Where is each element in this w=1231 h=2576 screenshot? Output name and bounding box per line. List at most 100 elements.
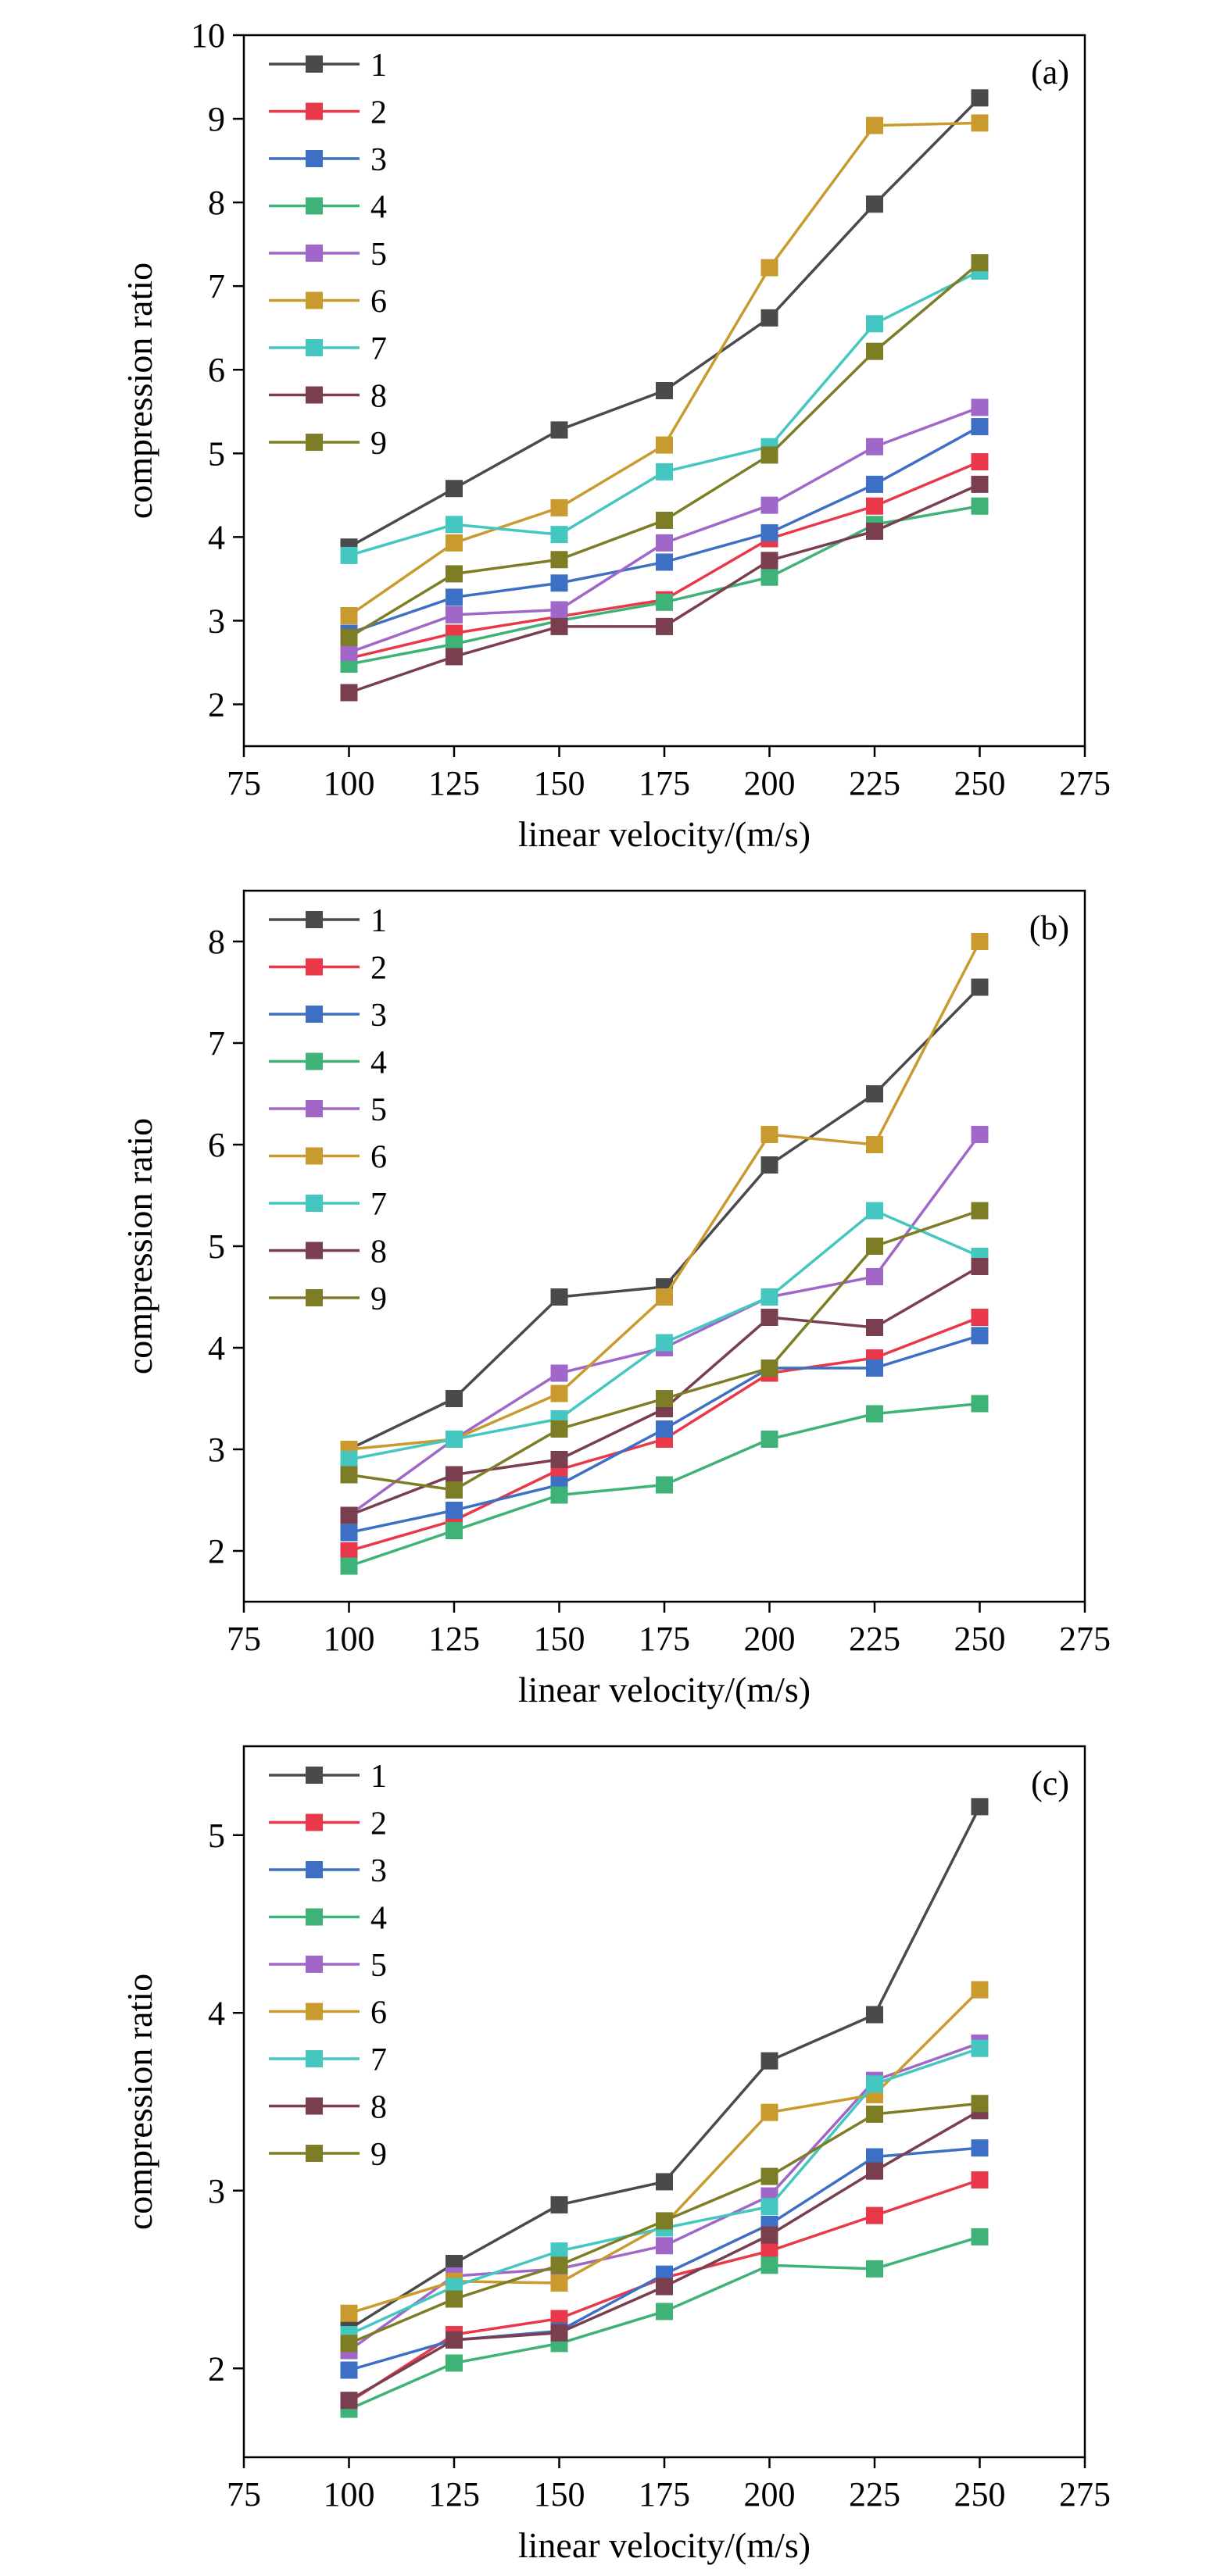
y-axis-title: compression ratio — [120, 1974, 159, 2230]
legend-label: 8 — [370, 2090, 387, 2126]
legend-marker — [306, 1908, 323, 1926]
chart-panel-a: 75 100 125 150 175 200 225 250 2752345678910line… — [120, 16, 1111, 854]
data-point — [971, 1981, 989, 1999]
series-3 — [340, 1327, 989, 1542]
data-point — [866, 2075, 883, 2093]
x-tick-label: 275 — [1059, 2475, 1111, 2513]
series-3 — [340, 418, 989, 642]
data-point — [656, 2173, 673, 2191]
x-tick-label: 200 — [744, 1620, 796, 1658]
data-point — [656, 2303, 673, 2321]
data-point — [340, 1542, 358, 1560]
data-point — [446, 1502, 463, 1519]
legend-item-3: 3 — [269, 142, 387, 178]
data-point — [760, 496, 778, 514]
legend-label: 2 — [370, 95, 387, 131]
legend-label: 7 — [370, 2042, 387, 2078]
data-point — [760, 446, 778, 464]
data-point — [550, 1364, 568, 1382]
series-9 — [340, 254, 989, 646]
data-point — [866, 1359, 883, 1377]
y-tick-label: 3 — [208, 2172, 225, 2210]
legend-label: 8 — [370, 379, 387, 415]
data-point — [550, 1384, 568, 1402]
series-9 — [340, 1202, 989, 1499]
legend-item-2: 2 — [269, 1806, 387, 1842]
legend: 1 2 3 4 5 6 7 8 9 — [269, 48, 387, 462]
legend-item-9: 9 — [269, 1281, 387, 1317]
data-point — [656, 1390, 673, 1407]
data-point — [446, 516, 463, 534]
data-point — [550, 2256, 568, 2274]
data-point — [446, 1431, 463, 1448]
legend-item-8: 8 — [269, 379, 387, 415]
x-tick-label: 275 — [1059, 764, 1111, 802]
data-point — [656, 553, 673, 571]
data-point — [760, 2242, 778, 2260]
x-tick-label: 150 — [534, 764, 585, 802]
legend-label: 6 — [370, 1140, 387, 1176]
data-point — [340, 2392, 358, 2410]
data-point — [866, 2105, 883, 2123]
chart-panel-b: 75 100 125 150 175 200 225 250 2752345678linear … — [120, 889, 1111, 1710]
legend-label: 5 — [370, 1948, 387, 1984]
data-point — [340, 1557, 358, 1575]
y-tick-label: 2 — [208, 2349, 225, 2388]
data-point — [760, 309, 778, 327]
x-tick-label: 200 — [744, 2475, 796, 2513]
data-point — [340, 2361, 358, 2379]
x-tick-label: 125 — [428, 1620, 480, 1658]
legend-item-9: 9 — [269, 2137, 387, 2173]
x-tick-label: 225 — [849, 2475, 900, 2513]
y-tick-label: 5 — [208, 434, 225, 473]
legend-item-5: 5 — [269, 1948, 387, 1984]
x-tick-label: 100 — [324, 764, 375, 802]
series-1 — [340, 1798, 989, 2338]
data-point — [340, 684, 358, 702]
legend-marker — [306, 150, 323, 167]
legend-marker — [306, 434, 323, 451]
data-point — [760, 1126, 778, 1143]
x-tick-label: 250 — [954, 1620, 1006, 1658]
legend-item-7: 7 — [269, 331, 387, 367]
legend-marker — [306, 1813, 323, 1831]
y-tick-label: 4 — [208, 518, 225, 556]
legend-item-6: 6 — [269, 284, 387, 320]
data-point — [656, 593, 673, 611]
y-tick-label: 6 — [208, 351, 225, 389]
data-point — [656, 511, 673, 529]
data-point — [446, 2331, 463, 2349]
legend-label: 2 — [370, 951, 387, 987]
series-9 — [340, 2095, 989, 2353]
x-tick-label: 100 — [324, 1620, 375, 1658]
data-point — [971, 978, 989, 996]
y-tick-label: 3 — [208, 602, 225, 640]
data-point — [866, 522, 883, 540]
data-point — [446, 1481, 463, 1499]
legend-item-1: 1 — [269, 1759, 387, 1795]
x-tick-label: 100 — [324, 2475, 375, 2513]
legend-marker — [306, 1100, 323, 1117]
data-point — [550, 526, 568, 544]
legend-label: 3 — [370, 998, 387, 1034]
x-tick-label: 175 — [639, 764, 690, 802]
legend-item-9: 9 — [269, 426, 387, 462]
data-point — [656, 1420, 673, 1438]
data-point — [550, 1486, 568, 1504]
data-point — [866, 1085, 883, 1102]
legend-marker — [306, 2003, 323, 2020]
x-tick-label: 275 — [1059, 1620, 1111, 1658]
y-tick-label: 3 — [208, 1431, 225, 1469]
legend-item-8: 8 — [269, 1234, 387, 1270]
data-point — [971, 1258, 989, 1275]
data-point — [446, 1390, 463, 1407]
y-tick-label: 6 — [208, 1126, 225, 1164]
x-tick-label: 225 — [849, 764, 900, 802]
data-point — [760, 2256, 778, 2274]
series-8 — [340, 2102, 989, 2410]
legend-label: 9 — [370, 426, 387, 462]
data-point — [340, 1524, 358, 1542]
data-point — [866, 2006, 883, 2024]
legend: 1 2 3 4 5 6 7 8 9 — [269, 1759, 387, 2173]
series-4 — [340, 1395, 989, 1575]
